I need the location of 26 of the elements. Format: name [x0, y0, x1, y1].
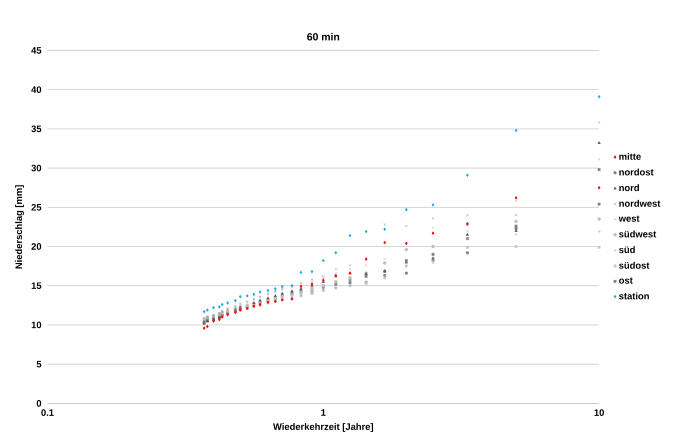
y-tick-label: 45: [31, 47, 42, 54]
chart-title: 60 min: [307, 32, 340, 41]
legend-label: südwest: [619, 230, 656, 238]
y-tick-label: 25: [31, 204, 42, 211]
legend-label: südost: [619, 262, 650, 269]
legend-label: mitte: [619, 152, 641, 160]
x-axis-title: Wiederkehrzeit [Jahre]: [273, 423, 374, 432]
x-tick-label: 0.1: [41, 409, 54, 416]
x-tick-label: 1: [321, 409, 326, 416]
y-tick-label: 0: [36, 400, 42, 407]
legend-label: süd: [619, 246, 635, 254]
y-tick-label: 30: [31, 164, 42, 172]
legend-label: nordwest: [619, 200, 660, 207]
legend-label: station: [619, 292, 649, 300]
legend-label: nord: [619, 184, 639, 192]
y-tick-label: 5: [36, 360, 42, 368]
y-tick-label: 35: [31, 126, 42, 132]
y-tick-label: 15: [32, 282, 42, 290]
y-axis-title: Niederschlag [mm]: [15, 185, 24, 269]
y-tick-label: 20: [31, 243, 42, 250]
legend-label: ost: [619, 278, 633, 284]
y-tick-label: 10: [32, 322, 42, 328]
x-tick-label: 10: [594, 409, 604, 416]
legend-label: west: [618, 216, 640, 222]
legend-label: nordost: [619, 168, 654, 176]
y-tick-label: 40: [31, 86, 42, 94]
